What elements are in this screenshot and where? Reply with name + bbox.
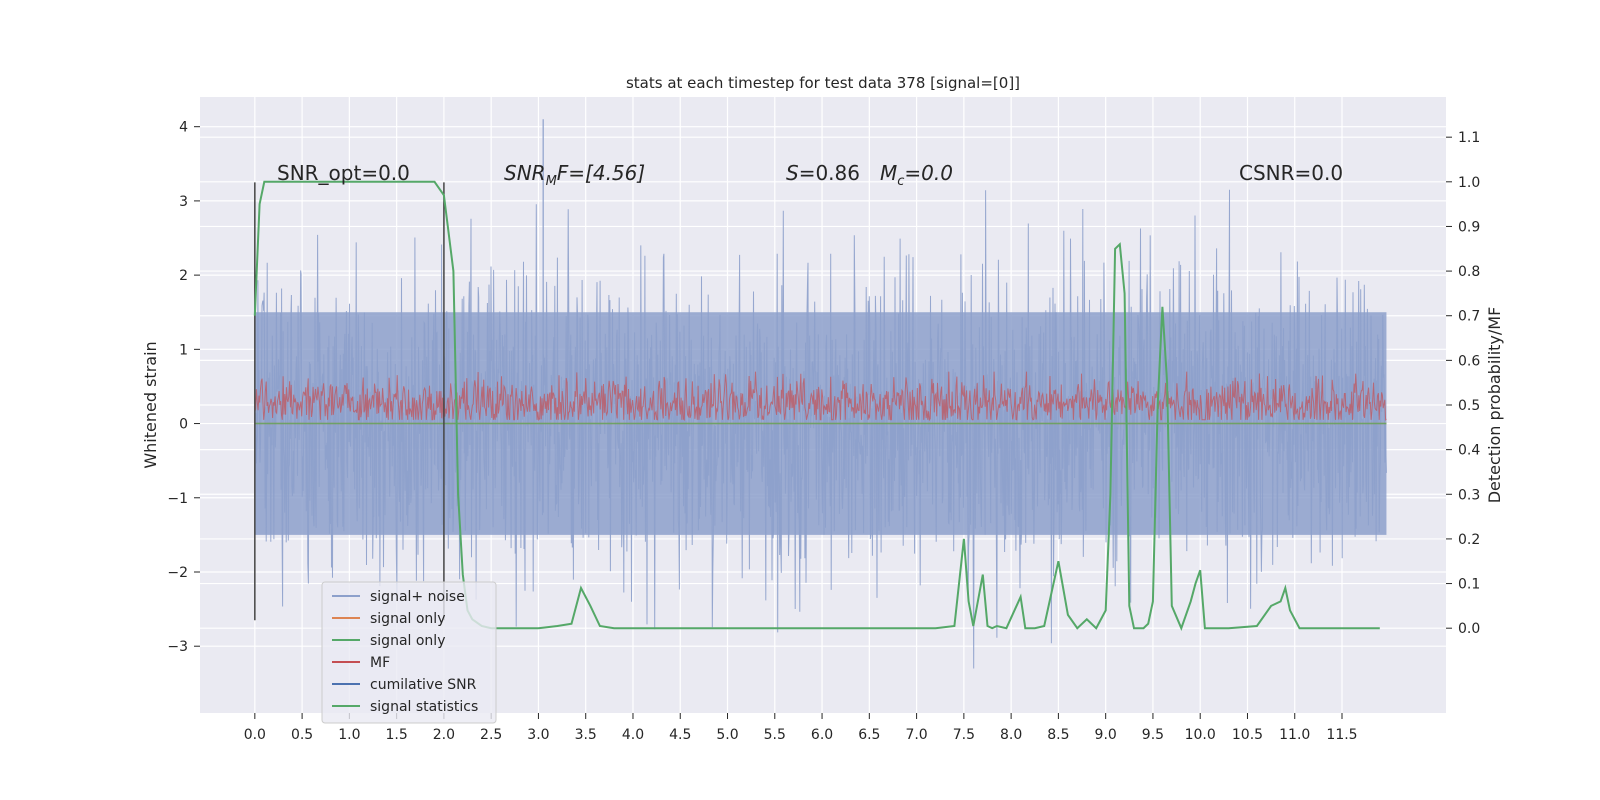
y-axis-label: Whitened strain <box>141 341 160 468</box>
right-tick-label: 1.1 <box>1458 130 1480 146</box>
annotations: SNR_opt=0.0 SNRMF=[4.56] S=0.86 Mc=0.0 CSNR=… <box>277 161 1343 189</box>
x-tick-label: 11.5 <box>1326 727 1357 743</box>
y-tick-label: 1 <box>179 342 188 358</box>
y-tick-label: −1 <box>167 491 188 507</box>
x-tick-label: 3.5 <box>575 727 597 743</box>
x-tick-label: 5.0 <box>716 727 738 743</box>
legend-entry: signal only <box>370 633 445 649</box>
annotation-value: F=[4.56] <box>557 161 645 185</box>
x-tick-label: 10.0 <box>1185 727 1216 743</box>
right-tick-label: 0.2 <box>1458 532 1480 548</box>
annotation-subscript: M <box>546 174 557 189</box>
x-tick-label: 11.0 <box>1279 727 1310 743</box>
x-tick-label: 9.5 <box>1142 727 1164 743</box>
x-tick-label: 8.0 <box>1000 727 1022 743</box>
y-tick-label: −3 <box>167 639 188 655</box>
annotation: SNR_opt=0.0 <box>277 161 410 185</box>
legend-entry: signal statistics <box>370 699 478 715</box>
legend-entry: MF <box>370 655 390 671</box>
right-axis-label: Detection probability/MF <box>1485 307 1504 504</box>
right-tick-label: 0.7 <box>1458 309 1480 325</box>
x-tick-label: 2.5 <box>480 727 502 743</box>
x-tick-label: 7.5 <box>953 727 975 743</box>
x-tick-label: 0.5 <box>291 727 313 743</box>
x-tick-label: 6.0 <box>811 727 833 743</box>
x-tick-label: 2.0 <box>433 727 455 743</box>
x-tick-label: 4.0 <box>622 727 644 743</box>
annotation: CSNR=0.0 <box>1239 161 1343 185</box>
x-tick-label: 0.0 <box>244 727 266 743</box>
annotation: SNRMF=[4.56] <box>504 161 645 189</box>
x-tick-label: 9.0 <box>1095 727 1117 743</box>
annotation-value: =0.86 <box>799 161 860 185</box>
right-tick-label: 0.4 <box>1458 443 1480 459</box>
annotation: S=0.86 <box>786 161 860 185</box>
axis-ticks: 0.0 0.5 1.0 1.5 2.0 2.5 3.0 3.5 4.0 4.5 5.0 5.5 6.0 6… <box>167 120 1480 743</box>
legend-entry: signal+ noise <box>370 589 465 605</box>
x-tick-label: 1.5 <box>386 727 408 743</box>
y-tick-label: −2 <box>167 565 188 581</box>
y-tick-label: 3 <box>179 194 188 210</box>
x-tick-label: 8.5 <box>1047 727 1069 743</box>
window-markers <box>254 182 445 621</box>
x-tick-label: 10.5 <box>1232 727 1263 743</box>
legend-entry: cumilative SNR <box>370 677 477 693</box>
legend-frame <box>321 581 497 724</box>
annotation: Mc=0.0 <box>880 161 953 189</box>
annotation-main: SNR <box>504 161 546 185</box>
annotation-value: =0.0 <box>904 161 953 185</box>
right-tick-label: 0.9 <box>1458 219 1480 235</box>
right-tick-label: 0.3 <box>1458 487 1480 503</box>
x-tick-label: 4.5 <box>669 727 691 743</box>
right-tick-label: 1.0 <box>1458 175 1480 191</box>
legend-entry: signal only <box>370 611 445 627</box>
chart-title: stats at each timestep for test data 378… <box>626 74 1020 92</box>
annotation-subscript: c <box>897 174 904 189</box>
x-tick-label: 1.0 <box>338 727 360 743</box>
right-tick-label: 0.0 <box>1458 621 1480 637</box>
annotation-main: CSNR=0.0 <box>1239 161 1343 185</box>
legend: signal+ noise signal only signal only MF cum… <box>321 581 497 724</box>
annotation-main: S <box>786 161 799 185</box>
y-tick-label: 0 <box>179 417 188 433</box>
x-tick-label: 7.0 <box>905 727 927 743</box>
y-tick-label: 2 <box>179 268 188 284</box>
right-tick-label: 0.1 <box>1458 577 1480 593</box>
x-tick-label: 6.5 <box>858 727 880 743</box>
x-tick-label: 3.0 <box>527 727 549 743</box>
annotation-main: M <box>880 161 897 185</box>
y-tick-label: 4 <box>179 120 188 136</box>
right-tick-label: 0.8 <box>1458 264 1480 280</box>
right-tick-label: 0.6 <box>1458 353 1480 369</box>
right-tick-label: 0.5 <box>1458 398 1480 414</box>
x-tick-label: 5.5 <box>764 727 786 743</box>
annotation-main: SNR_opt=0.0 <box>277 161 410 185</box>
